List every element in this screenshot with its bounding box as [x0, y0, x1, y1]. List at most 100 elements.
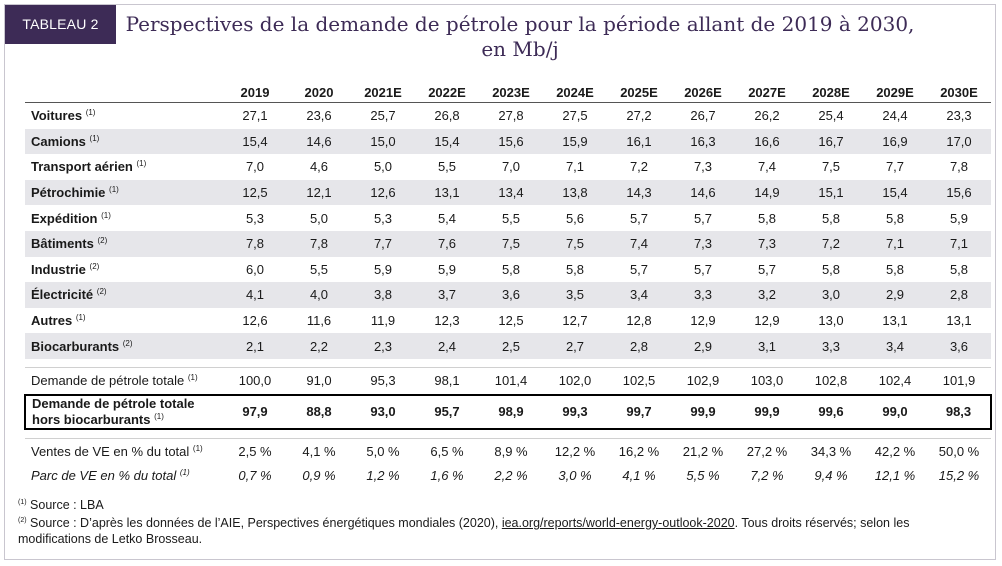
table-cell: 15,1 [799, 179, 863, 206]
table-cell: 5,5 % [686, 467, 720, 483]
table-cell: 0,7 % [238, 467, 272, 483]
year-header: 2029E [863, 80, 927, 103]
row-label-text: Industrie [31, 261, 86, 277]
table-cell: 15,4 [863, 179, 927, 206]
table-cell: 99,7 [607, 393, 671, 430]
row-note-mark: (1) [179, 467, 190, 477]
table-cell: 12,1 % [874, 467, 916, 483]
table-cell: 99,9 [671, 393, 735, 430]
iea-report-link[interactable]: iea.org/reports/world-energy-outlook-202… [501, 516, 735, 530]
table-cell: 4,1 [223, 282, 287, 308]
table-cell: 9,4 % [814, 467, 848, 483]
table-cell: 5,9 [949, 210, 969, 226]
table-cell: 95,7 [415, 393, 479, 430]
table-cell: 3,4 [607, 282, 671, 308]
year-header: 2021E [351, 80, 415, 103]
table-cell: 3,3 [671, 282, 735, 308]
table-cell: 100,0 [223, 366, 287, 395]
table-cell: 13,4 [479, 179, 543, 206]
year-header: 2019 [223, 80, 287, 103]
category-row: Camions (1) 15,4 14,6 15,0 15,4 15,6 15,9 16,1 1… [25, 128, 991, 155]
table-cell: 7,4 [757, 159, 777, 175]
table-cell: 7,1 [863, 230, 927, 257]
table-cell: 27,2 % [735, 437, 799, 465]
table-cell: 14,3 [607, 179, 671, 206]
table-cell: 7,4 [607, 230, 671, 257]
table-cell: 98,3 [927, 393, 992, 430]
row-label: Demande de pétrole totale hors biocarbura… [24, 393, 223, 430]
footnote-1-text: Source : LBA [26, 498, 104, 512]
table-cell: 99,3 [543, 393, 607, 430]
table-cell: 7,7 [885, 159, 905, 175]
table-title: Perspectives de la demande de pétrole po… [120, 12, 920, 62]
table-cell: 17,0 [927, 128, 991, 155]
table-cell: 4,1 % [287, 437, 351, 465]
table-cell: 7,0 [245, 159, 265, 175]
table-cell: 95,3 [351, 366, 415, 395]
year-header: 2025E [607, 80, 671, 103]
table-cell: 25,4 [818, 108, 844, 124]
table-cell: 11,6 [306, 313, 332, 329]
table-cell: 93,0 [351, 393, 415, 430]
table-cell: 12,2 % [543, 437, 607, 465]
row-label: Demande de pétrole totale (1) [25, 366, 223, 395]
table-cell: 5,5 [501, 210, 521, 226]
table-cell: 16,3 [671, 128, 735, 155]
row-label: Autres (1) [25, 308, 223, 334]
table-cell: 2,8 [607, 333, 671, 359]
row-label: Expédition (1) [25, 205, 223, 231]
total-excl-biofuels-row: Demande de pétrole totale hors biocarbura… [24, 393, 992, 430]
table-cell: 16,6 [735, 128, 799, 155]
table-cell: 12,1 [287, 179, 351, 206]
category-row: Biocarburants (2) 2,1 2,2 2,3 2,4 2,5 2,7 2,8 2,… [25, 333, 991, 359]
row-label-text: Expédition [31, 210, 98, 226]
table-cell: 7,3 [693, 159, 713, 175]
footnote-1: (1) Source : LBA [18, 495, 958, 513]
table-cell: 2,5 % [223, 437, 287, 465]
table-cell: 13,8 [543, 179, 607, 206]
table-cell: 97,9 [223, 393, 287, 430]
table-cell: 5,5 [309, 261, 329, 277]
table-cell: 99,0 [863, 393, 927, 430]
table-cell: 5,7 [757, 261, 777, 277]
header-blank [25, 80, 223, 103]
table-cell: 12,3 [434, 313, 460, 329]
table-cell: 5,7 [693, 210, 713, 226]
table-cell: 16,1 [607, 128, 671, 155]
year-header: 2020 [287, 80, 351, 103]
table-cell: 5,0 [373, 159, 393, 175]
table-cell: 2,2 % [494, 467, 528, 483]
category-row: Électricité (2) 4,1 4,0 3,8 3,7 3,6 3,5 3,4 3,3 3… [25, 282, 991, 308]
table-cell: 5,7 [629, 210, 649, 226]
table-cell: 16,2 % [607, 437, 671, 465]
table-cell: 102,8 [799, 366, 863, 395]
table-cell: 7,1 [565, 159, 585, 175]
footnote-2-text-end: . Tous droits réservés; selon les modifi… [18, 516, 910, 546]
table-cell: 2,9 [671, 333, 735, 359]
row-label: Parc de VE en % du total (1) [25, 464, 223, 486]
category-row: Industrie (2) 6,0 5,5 5,9 5,9 5,8 5,8 5,7 5,7 5,7… [25, 257, 991, 283]
table-cell: 3,1 [735, 333, 799, 359]
table-cell: 23,6 [306, 108, 332, 124]
table-cell: 8,9 % [479, 437, 543, 465]
table-cell: 7,3 [671, 230, 735, 257]
table-cell: 5,8 [885, 210, 905, 226]
row-label-text: Transport aérien [31, 159, 133, 175]
table-cell: 2,2 [287, 333, 351, 359]
row-note-mark: (2) [122, 338, 133, 348]
row-note-mark: (1) [136, 159, 147, 169]
table-cell: 98,9 [479, 393, 543, 430]
table-cell: 50,0 % [927, 437, 991, 465]
table-cell: 5,3 [245, 210, 265, 226]
table-cell: 5,8 [821, 210, 841, 226]
row-label-text: Pétrochimie [31, 185, 106, 201]
table-cell: 7,8 [223, 230, 287, 257]
table-cell: 27,5 [562, 108, 588, 124]
row-label: Électricité (2) [25, 282, 223, 308]
table-cell: 7,2 [799, 230, 863, 257]
table-cell: 0,9 % [302, 467, 336, 483]
table-cell: 14,9 [735, 179, 799, 206]
table-cell: 5,7 [693, 261, 713, 277]
year-header: 2024E [543, 80, 607, 103]
row-label-line-2: hors biocarburants [32, 412, 151, 428]
